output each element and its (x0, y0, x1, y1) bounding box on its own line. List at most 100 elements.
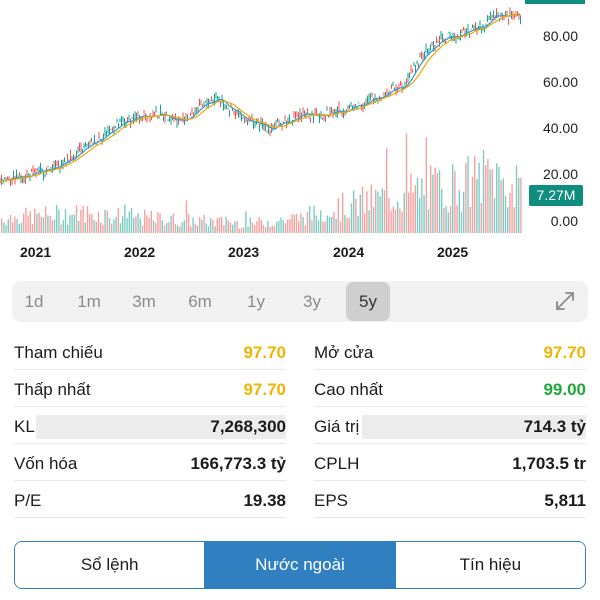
volume-bar (16, 219, 18, 233)
volume-bar (56, 205, 58, 233)
stat-label: Vốn hóa (14, 454, 78, 473)
volume-bar (1, 218, 3, 233)
volume-bar (425, 137, 427, 233)
volume-bar (421, 178, 423, 233)
volume-bar (78, 221, 80, 233)
volume-bar (258, 217, 260, 233)
volume-bar (229, 222, 232, 233)
period-6m[interactable]: 6m (188, 292, 212, 311)
volume-bar (47, 215, 49, 233)
volume-bar (69, 215, 71, 233)
volume-bar (432, 174, 434, 233)
y-tick-label: 40.00 (542, 120, 578, 136)
volume-bar (3, 222, 5, 233)
volume-bar (306, 211, 309, 233)
stat-value: 99.00 (543, 380, 586, 399)
volume-bar (386, 147, 388, 233)
volume-bar (355, 198, 357, 233)
volume-bar (234, 221, 236, 233)
volume-bar (361, 186, 364, 233)
volume-bar (5, 225, 7, 233)
period-3m[interactable]: 3m (132, 292, 156, 311)
volume-bar (192, 217, 194, 233)
volume-bar (388, 198, 390, 233)
volume-bar (515, 165, 518, 233)
volume-bar (168, 222, 170, 233)
volume-bar (397, 201, 399, 233)
volume-bar (23, 213, 25, 233)
volume-bar (260, 220, 262, 233)
last-volume-badge: 7.27M (529, 185, 583, 206)
volume-bar (155, 222, 157, 233)
tab-nuoc-ngoai[interactable]: Nước ngoài (204, 542, 395, 588)
volume-bar (273, 226, 276, 233)
period-3y[interactable]: 3y (303, 292, 321, 311)
period-1d[interactable]: 1d (24, 292, 44, 311)
stat-label: Thấp nhất (14, 380, 91, 399)
volume-bar (249, 217, 251, 233)
volume-bar (441, 188, 443, 233)
volume-bar (471, 176, 474, 233)
volume-bar (331, 216, 333, 233)
volume-bar (333, 212, 335, 233)
stat-tham-chieu: Tham chiếu 97.70 (14, 336, 286, 370)
volume-bar (60, 224, 62, 233)
volume-bar (36, 213, 38, 233)
x-tick-label: 2024 (333, 244, 365, 260)
chart-canvas (0, 7, 522, 233)
volume-bar (152, 220, 155, 233)
volume-bar (34, 208, 36, 233)
volume-bar (133, 218, 135, 233)
volume-bar (163, 225, 166, 233)
volume-bar (14, 216, 16, 233)
volume-bar (394, 209, 397, 233)
period-1y[interactable]: 1y (247, 292, 265, 311)
stat-mo-cua: Mở cửa 97.70 (314, 336, 586, 370)
volume-bar (339, 221, 342, 233)
stat-value: 97.70 (543, 343, 586, 362)
volume-bar (146, 215, 148, 233)
volume-bar (75, 205, 78, 233)
volume-bar (344, 214, 346, 233)
volume-bar (504, 195, 507, 233)
volume-bar (509, 193, 511, 233)
volume-bar (315, 215, 317, 233)
volume-bar (518, 178, 520, 233)
volume-bar (221, 216, 223, 233)
volume-bar (500, 180, 502, 233)
volume-bar (423, 195, 425, 233)
volume-bar (62, 220, 64, 233)
volume-bar (445, 205, 447, 233)
tab-tin-hieu[interactable]: Tín hiệu (394, 542, 585, 588)
volume-bar (271, 225, 273, 233)
y-tick-label: 60.00 (542, 74, 578, 90)
volume-bar (64, 209, 67, 233)
volume-bar (430, 165, 432, 233)
volume-bar (174, 223, 177, 233)
volume-bar (269, 226, 271, 233)
volume-bar (289, 219, 291, 233)
volume-bar (150, 210, 152, 233)
current-price-badge (525, 0, 585, 4)
expand-icon[interactable] (553, 289, 577, 313)
volume-bar (185, 200, 188, 233)
volume-bar (282, 220, 284, 233)
volume-bar (31, 224, 34, 233)
volume-bar (427, 209, 430, 233)
x-tick-label: 2025 (437, 244, 469, 260)
period-1m[interactable]: 1m (77, 292, 101, 311)
volume-bar (335, 218, 337, 233)
volume-bar (357, 215, 359, 233)
volume-bar (172, 213, 174, 233)
volume-bar (405, 133, 408, 233)
volume-bar (493, 198, 496, 233)
volume-bar (18, 223, 20, 233)
volume-bar (463, 191, 465, 233)
period-5y[interactable]: 5y (346, 282, 390, 321)
volume-bar (480, 202, 482, 233)
volume-bar (443, 208, 445, 233)
volume-bar (100, 222, 102, 233)
volume-bar (489, 169, 491, 233)
price-chart[interactable]: 80.00 60.00 40.00 20.00 0.00 7.27M 2021 … (0, 0, 600, 262)
tab-so-lenh[interactable]: Sổ lệnh (15, 542, 205, 588)
